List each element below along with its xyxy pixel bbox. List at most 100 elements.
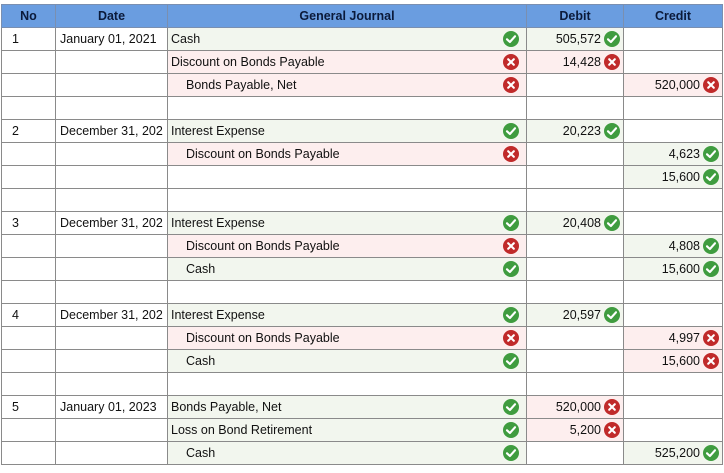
- credit-cell[interactable]: [623, 395, 723, 419]
- debit-cell[interactable]: [526, 441, 624, 465]
- entry-number: [1, 234, 56, 258]
- date-cell[interactable]: [55, 50, 168, 74]
- table-row: Discount on Bonds Payable 4,623: [1, 142, 723, 166]
- cross-icon: [604, 54, 620, 70]
- date-cell[interactable]: December 31, 202: [55, 119, 168, 143]
- table-row: [1, 188, 723, 212]
- table-row: 1 January 01, 2021 Cash 505,572: [1, 27, 723, 51]
- table-row: 5 January 01, 2023 Bonds Payable, Net 520,0…: [1, 395, 723, 419]
- debit-cell[interactable]: [526, 349, 624, 373]
- journal-table: No Date General Journal Debit Credit 1 Ja…: [1, 4, 723, 465]
- check-icon: [604, 123, 620, 139]
- date-cell[interactable]: [55, 234, 168, 258]
- credit-cell[interactable]: 525,200: [623, 441, 723, 465]
- check-icon: [703, 238, 719, 254]
- account-cell[interactable]: Discount on Bonds Payable: [167, 142, 527, 166]
- date-cell[interactable]: [55, 257, 168, 281]
- account-cell[interactable]: Bonds Payable, Net: [167, 395, 527, 419]
- date-cell[interactable]: January 01, 2023: [55, 395, 168, 419]
- entry-number: [1, 441, 56, 465]
- debit-cell[interactable]: 20,597: [526, 303, 624, 327]
- credit-cell[interactable]: [623, 50, 723, 74]
- date-cell[interactable]: [55, 142, 168, 166]
- cross-icon: [703, 353, 719, 369]
- debit-cell[interactable]: 14,428: [526, 50, 624, 74]
- table-row: Discount on Bonds Payable 4,808: [1, 234, 723, 258]
- account-cell[interactable]: Discount on Bonds Payable: [167, 234, 527, 258]
- date-cell[interactable]: December 31, 202: [55, 303, 168, 327]
- credit-cell[interactable]: [623, 27, 723, 51]
- account-cell[interactable]: Interest Expense: [167, 211, 527, 235]
- credit-cell[interactable]: 4,623: [623, 142, 723, 166]
- account-cell[interactable]: Cash: [167, 349, 527, 373]
- debit-cell[interactable]: 505,572: [526, 27, 624, 51]
- date-cell[interactable]: [55, 441, 168, 465]
- date-cell[interactable]: [55, 326, 168, 350]
- credit-cell[interactable]: [623, 211, 723, 235]
- date-cell[interactable]: December 31, 202: [55, 211, 168, 235]
- date-cell[interactable]: [55, 418, 168, 442]
- date-cell[interactable]: [55, 165, 168, 189]
- entry-number: [1, 418, 56, 442]
- entry-number: [1, 257, 56, 281]
- credit-cell[interactable]: [623, 418, 723, 442]
- account-cell[interactable]: Cash: [167, 27, 527, 51]
- cross-icon: [503, 77, 519, 93]
- cross-icon: [703, 330, 719, 346]
- date-cell[interactable]: [55, 349, 168, 373]
- account-cell[interactable]: Bonds Payable, Net: [167, 73, 527, 97]
- entry-number: [1, 349, 56, 373]
- credit-cell[interactable]: [623, 303, 723, 327]
- entry-number: 3: [1, 211, 56, 235]
- header-row: No Date General Journal Debit Credit: [1, 4, 723, 28]
- credit-cell[interactable]: [623, 119, 723, 143]
- debit-cell[interactable]: [526, 142, 624, 166]
- col-header-general-journal: General Journal: [167, 4, 527, 28]
- debit-cell[interactable]: [526, 234, 624, 258]
- entry-number: 2: [1, 119, 56, 143]
- account-cell[interactable]: Interest Expense: [167, 119, 527, 143]
- credit-cell[interactable]: 15,600: [623, 257, 723, 281]
- check-icon: [703, 445, 719, 461]
- account-cell[interactable]: Loss on Bond Retirement: [167, 418, 527, 442]
- credit-cell[interactable]: 4,808: [623, 234, 723, 258]
- credit-cell[interactable]: 15,600: [623, 165, 723, 189]
- account-cell[interactable]: Cash: [167, 257, 527, 281]
- account-cell[interactable]: [167, 165, 527, 189]
- credit-cell[interactable]: 4,997: [623, 326, 723, 350]
- credit-cell[interactable]: 520,000: [623, 73, 723, 97]
- credit-cell[interactable]: 15,600: [623, 349, 723, 373]
- check-icon: [604, 307, 620, 323]
- entry-number: 1: [1, 27, 56, 51]
- cross-icon: [503, 330, 519, 346]
- col-header-debit: Debit: [526, 4, 624, 28]
- account-cell[interactable]: Interest Expense: [167, 303, 527, 327]
- date-cell[interactable]: [55, 73, 168, 97]
- debit-cell[interactable]: 5,200: [526, 418, 624, 442]
- debit-cell[interactable]: 20,223: [526, 119, 624, 143]
- entry-number: 5: [1, 395, 56, 419]
- col-header-no: No: [1, 4, 56, 28]
- entry-number: 4: [1, 303, 56, 327]
- table-row: 2 December 31, 202 Interest Expense 20,223: [1, 119, 723, 143]
- check-icon: [503, 422, 519, 438]
- debit-cell[interactable]: 20,408: [526, 211, 624, 235]
- table-row: Cash 525,200: [1, 441, 723, 465]
- entry-number: [1, 73, 56, 97]
- date-cell[interactable]: January 01, 2021: [55, 27, 168, 51]
- journal-body: 1 January 01, 2021 Cash 505,572 Discount on …: [1, 27, 723, 465]
- debit-cell[interactable]: [526, 73, 624, 97]
- col-header-date: Date: [55, 4, 168, 28]
- debit-cell[interactable]: [526, 257, 624, 281]
- account-cell[interactable]: Cash: [167, 441, 527, 465]
- check-icon: [503, 261, 519, 277]
- debit-cell[interactable]: [526, 165, 624, 189]
- entry-number: [1, 50, 56, 74]
- account-cell[interactable]: Discount on Bonds Payable: [167, 50, 527, 74]
- table-row: Cash 15,600: [1, 349, 723, 373]
- debit-cell[interactable]: 520,000: [526, 395, 624, 419]
- debit-cell[interactable]: [526, 326, 624, 350]
- check-icon: [503, 353, 519, 369]
- table-row: Discount on Bonds Payable 14,428: [1, 50, 723, 74]
- account-cell[interactable]: Discount on Bonds Payable: [167, 326, 527, 350]
